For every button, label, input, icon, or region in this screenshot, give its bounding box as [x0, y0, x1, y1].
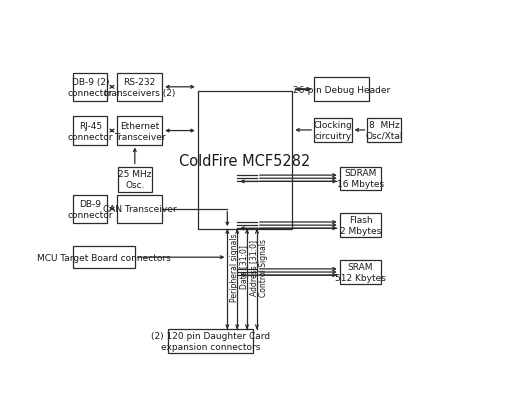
- Text: Data [31:0]: Data [31:0]: [240, 245, 248, 289]
- Bar: [117, 74, 162, 102]
- Text: Clocking
circuitry: Clocking circuitry: [314, 120, 352, 141]
- Bar: [340, 167, 381, 190]
- Text: RS-232
transceivers (2): RS-232 transceivers (2): [104, 77, 175, 98]
- Bar: [73, 195, 107, 223]
- Bar: [314, 78, 370, 102]
- Text: 26-pin Debug Header: 26-pin Debug Header: [293, 85, 390, 94]
- Text: CAN Transceiver: CAN Transceiver: [103, 205, 177, 214]
- Bar: [340, 261, 381, 284]
- Bar: [117, 195, 162, 223]
- Bar: [340, 214, 381, 237]
- Text: Control Signals: Control Signals: [259, 238, 268, 296]
- Text: ColdFire MCF5282: ColdFire MCF5282: [179, 153, 311, 168]
- Text: MCU Target Board connectors: MCU Target Board connectors: [37, 253, 171, 262]
- Text: Ethernet
Transceiver: Ethernet Transceiver: [114, 121, 165, 141]
- Bar: [118, 167, 152, 192]
- Bar: [117, 117, 162, 145]
- Text: DB-9 (2)
connector: DB-9 (2) connector: [68, 77, 113, 98]
- Bar: [73, 247, 134, 269]
- Text: SDRAM
16 Mbytes: SDRAM 16 Mbytes: [337, 169, 384, 189]
- Bar: [168, 329, 253, 353]
- Text: RJ-45
connector: RJ-45 connector: [68, 121, 113, 141]
- Text: Peripheral signals: Peripheral signals: [230, 233, 239, 301]
- Text: DB-9
connector: DB-9 connector: [68, 199, 113, 219]
- Text: Address [31:0]: Address [31:0]: [249, 239, 259, 295]
- Text: Flash
2 Mbytes: Flash 2 Mbytes: [340, 215, 381, 236]
- Bar: [197, 92, 293, 230]
- Text: 25 MHz
Osc.: 25 MHz Osc.: [118, 170, 152, 190]
- Bar: [367, 119, 401, 142]
- Text: SRAM
512 Kbytes: SRAM 512 Kbytes: [335, 262, 386, 282]
- Bar: [314, 119, 352, 142]
- Text: 8  MHz
Osc/Xtal: 8 MHz Osc/Xtal: [365, 120, 403, 141]
- Bar: [73, 117, 107, 145]
- Text: (2) 120 pin Daughter Card
expansion connectors: (2) 120 pin Daughter Card expansion conn…: [151, 331, 270, 351]
- Bar: [73, 74, 107, 102]
